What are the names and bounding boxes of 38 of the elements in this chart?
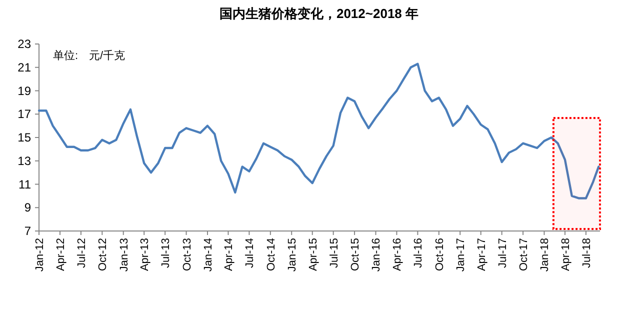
y-tick-label: 7 <box>24 224 32 238</box>
x-tick-label: Oct-15 <box>350 238 362 272</box>
x-tick-label: Jul-14 <box>244 238 256 268</box>
x-tick-label: Oct-13 <box>181 238 194 272</box>
x-tick-label: Jan-14 <box>202 238 214 272</box>
x-tick-label: Jul-18 <box>580 238 593 268</box>
y-tick-label: 11 <box>18 177 32 192</box>
x-tick-label: Jul-17 <box>496 238 509 268</box>
annotation: 单位: 元/千克 <box>53 50 126 62</box>
x-tick-label: Jan-17 <box>455 238 468 272</box>
x-tick-label: Jan-15 <box>286 238 299 272</box>
y-tick-label: 21 <box>18 60 32 74</box>
x-tick-label: Apr-18 <box>560 238 572 272</box>
x-tick-label: Apr-13 <box>139 238 152 272</box>
x-tick-label: Apr-12 <box>54 238 67 272</box>
x-tick-label: Oct-17 <box>518 238 530 272</box>
y-tick-label: 13 <box>18 154 32 168</box>
x-tick-label: Apr-15 <box>307 238 320 272</box>
x-tick-label: Jan-12 <box>34 238 46 272</box>
x-tick-label: Jan-16 <box>370 238 383 272</box>
y-tick-label: 19 <box>18 84 32 98</box>
x-tick-label: Apr-16 <box>392 238 404 272</box>
y-tick-label: 23 <box>18 37 32 51</box>
x-tick-label: Apr-14 <box>223 238 236 272</box>
x-tick-label: Oct-16 <box>434 238 446 272</box>
x-tick-label: Jan-13 <box>118 238 130 272</box>
x-tick-label: Jul-16 <box>412 238 425 268</box>
x-tick-label: Jul-12 <box>76 238 88 268</box>
title: 国内生猪价格变化，2012~2018 年 <box>219 6 419 21</box>
y-tick-label: 9 <box>24 200 32 215</box>
x-tick-label: Oct-12 <box>97 238 110 272</box>
x-tick-label: Jul-15 <box>328 238 340 268</box>
x-tick-label: Oct-14 <box>265 238 278 272</box>
x-tick-label: Jul-13 <box>160 238 172 268</box>
x-tick-label: Apr-17 <box>476 238 488 272</box>
y-tick-label: 17 <box>18 107 32 122</box>
x-tick-label: Jan-18 <box>539 238 552 272</box>
y-tick-label: 15 <box>18 130 32 144</box>
